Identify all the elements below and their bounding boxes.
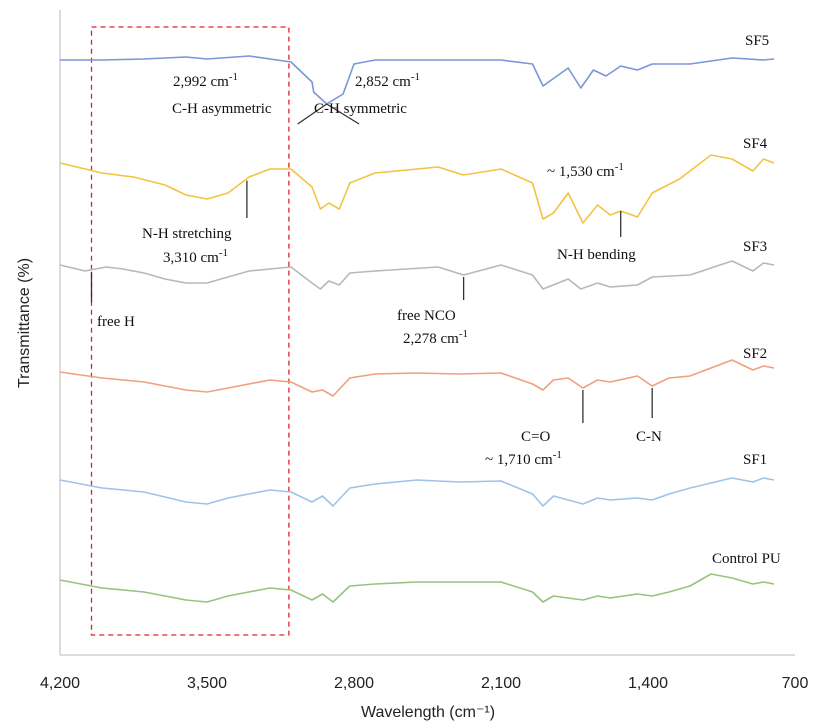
- annotation-label: C-N: [636, 429, 662, 445]
- x-tick-label: 1,400: [628, 675, 668, 692]
- annotation-label: N-H bending: [557, 247, 636, 263]
- annotation-label: 2,278 cm-1: [403, 328, 468, 347]
- annotation-layer: 2,992 cm-1 C-H asymmetric 2,852 cm-1 C-H sy…: [90, 71, 662, 468]
- series-line-sf3: [59, 260, 775, 290]
- x-tick-label: 2,100: [481, 675, 521, 692]
- series-line-sf5: [60, 55, 775, 105]
- x-tick-label: 4,200: [40, 675, 80, 692]
- annotation-label: N-H stretching: [142, 226, 232, 242]
- y-axis-label: Transmittance (%): [16, 258, 33, 388]
- annotation-label: 3,310 cm-1: [163, 247, 228, 266]
- annotation-label: ~ 1,530 cm-1: [547, 161, 624, 180]
- annotation-label: free NCO: [397, 308, 456, 324]
- series-line-control-pu: [59, 573, 775, 603]
- annotation-label: C=O: [521, 429, 550, 445]
- series-label: SF2: [743, 346, 767, 362]
- annotation-label: free H: [97, 314, 135, 330]
- x-tick-label: 700: [782, 675, 809, 692]
- x-tick-label: 2,800: [334, 675, 374, 692]
- series-line-sf2: [59, 359, 775, 397]
- series-label: SF1: [743, 452, 767, 468]
- x-tick-label: 3,500: [187, 675, 227, 692]
- label-layer: SF5 SF4 SF3 SF2 SF1 Control PU: [712, 33, 781, 567]
- series-line-sf4: [59, 154, 775, 224]
- series-label: SF3: [743, 239, 767, 255]
- annotation-label: 2,852 cm-1: [355, 71, 420, 90]
- annotation-label: C-H symmetric: [314, 101, 407, 117]
- series-label: SF4: [743, 136, 768, 152]
- x-axis-label: Wavelength (cm⁻¹): [361, 704, 495, 721]
- annotation-leader: [297, 103, 328, 125]
- annotation-leader: [326, 103, 360, 125]
- series-label: Control PU: [712, 551, 781, 567]
- axes-layer: 4,200 3,500 2,800 2,100 1,400 700 Wavelength (…: [16, 10, 808, 721]
- annotation-label: ~ 1,710 cm-1: [485, 449, 562, 468]
- annotation-label: C-H asymmetric: [172, 101, 272, 117]
- series-layer: [59, 55, 775, 603]
- series-line-sf1: [59, 477, 775, 507]
- highlight-region-box: [90, 26, 290, 636]
- highlight-layer: [90, 26, 290, 636]
- series-label: SF5: [745, 33, 769, 49]
- annotation-label: 2,992 cm-1: [173, 71, 238, 90]
